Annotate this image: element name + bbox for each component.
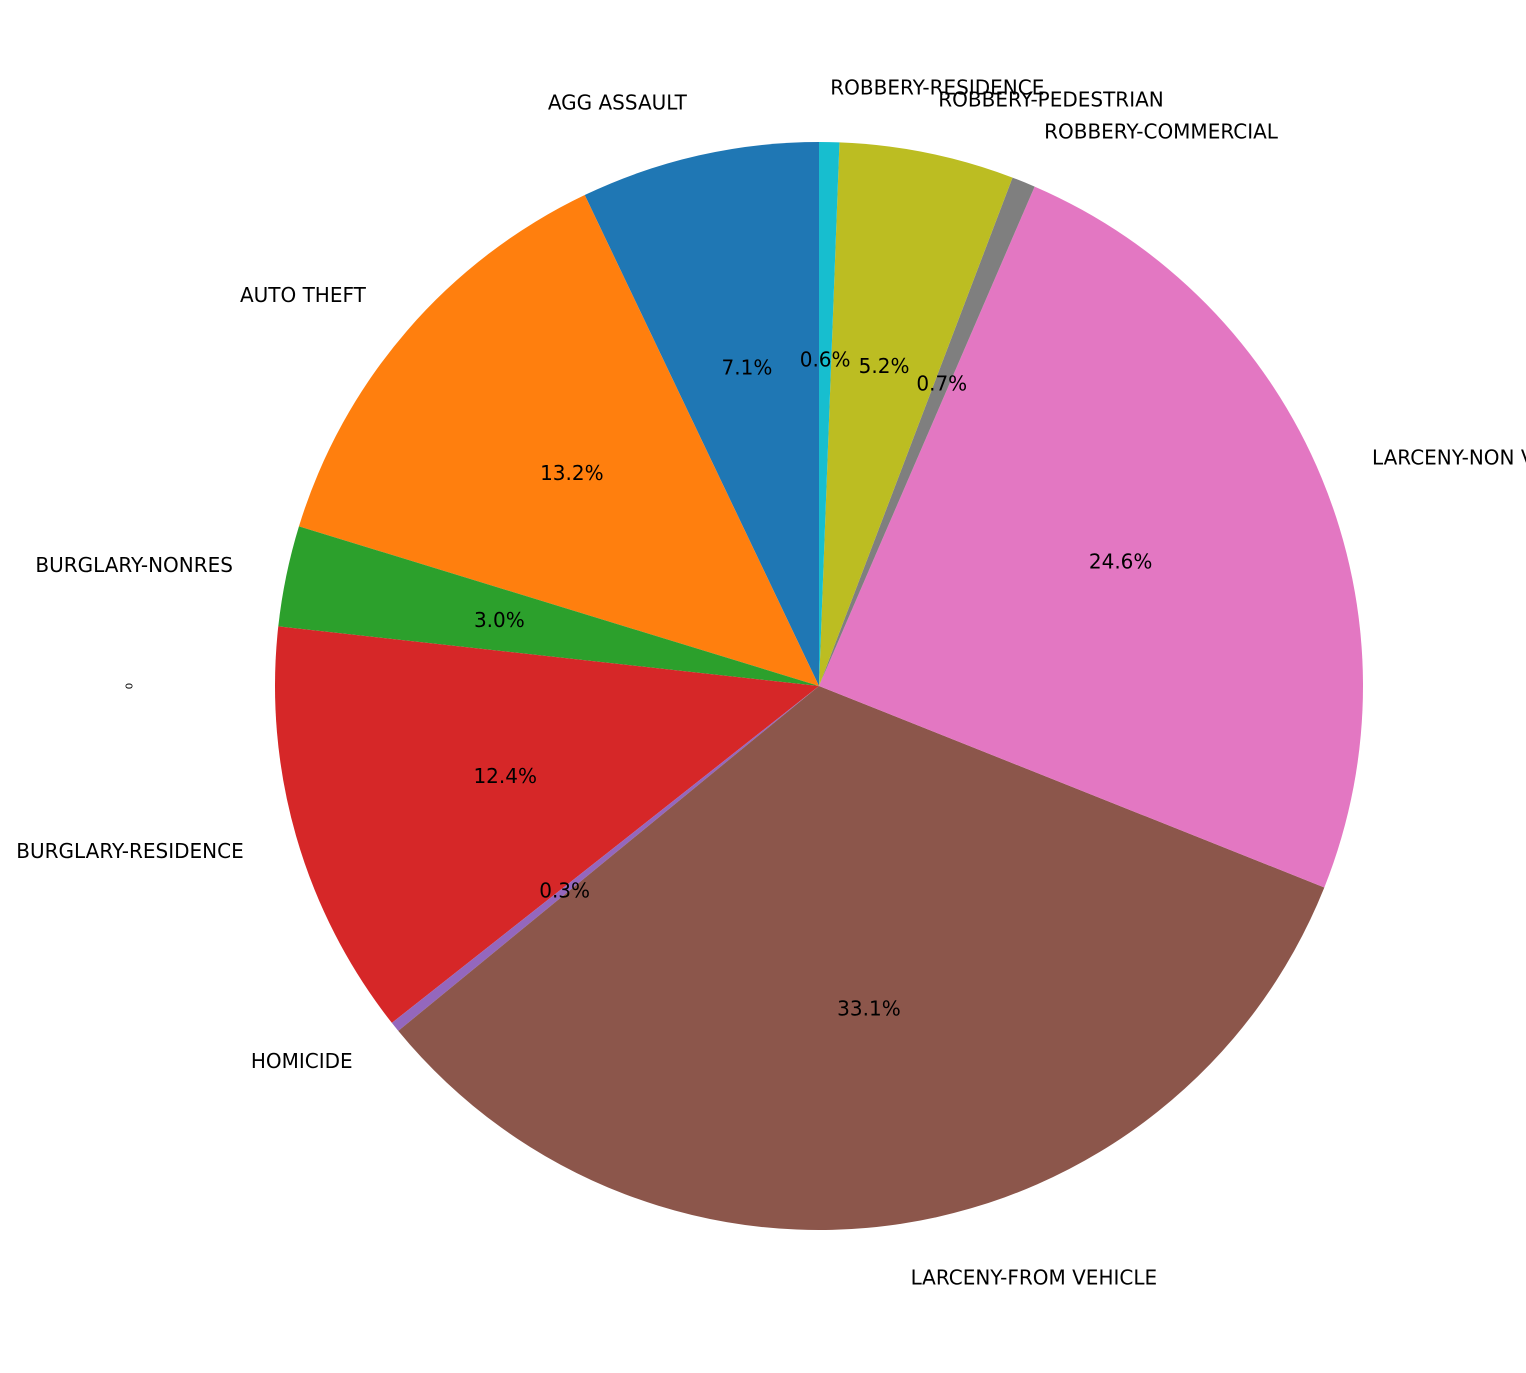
pie-slices (274, 142, 1363, 1230)
pie-slice (819, 142, 840, 686)
pie-slice (584, 142, 819, 686)
pie-slice (819, 186, 1363, 888)
pie-slice (819, 142, 1013, 686)
slice-percent-label: 24.6% (1089, 549, 1153, 573)
slice-labels: AGG ASSAULT AUTO THEFT BURGLARY-NONRES BURG… (16, 76, 1526, 1290)
pie-slice (819, 177, 1035, 686)
slice-name-label: AUTO THEFT (240, 283, 367, 307)
slice-percent-label: 5.2% (859, 354, 910, 378)
slice-name-label: BURGLARY-RESIDENCE (16, 839, 243, 863)
slice-name-label: HOMICIDE (251, 1049, 353, 1073)
slice-name-label: AGG ASSAULT (548, 90, 688, 114)
slice-name-label: ROBBERY-PEDESTRIAN (938, 88, 1163, 112)
percent-labels: 7.1% 13.2% 3.0% 12.4% 0.3% 33.1% 24.6% 0.7%5.2%… (473, 348, 1152, 1021)
pie-slice (274, 626, 819, 1023)
slice-name-label: LARCENY-FROM VEHICLE (911, 1265, 1158, 1289)
slice-percent-label: 0.6% (800, 348, 851, 372)
slice-name-label: ROBBERY-COMMERCIAL (1044, 120, 1279, 144)
slice-percent-label: 3.0% (474, 608, 525, 632)
slice-percent-label: 0.3% (539, 879, 590, 903)
slice-percent-label: 7.1% (722, 356, 773, 380)
y-axis-label: 0 (125, 683, 136, 689)
slice-percent-label: 0.7% (916, 372, 967, 396)
slice-percent-label: 33.1% (837, 997, 901, 1021)
slice-percent-label: 12.4% (473, 764, 537, 788)
slice-name-label: LARCENY-NON VEHICLE (1372, 445, 1526, 469)
slice-name-label: ROBBERY-RESIDENCE (830, 76, 1044, 100)
pie-slice (398, 686, 1325, 1230)
slice-name-label: BURGLARY-NONRES (35, 553, 233, 577)
slice-percent-label: 13.2% (540, 461, 604, 485)
pie-slice (391, 686, 819, 1031)
pie-slice (298, 195, 819, 686)
pie-slice (278, 526, 819, 686)
